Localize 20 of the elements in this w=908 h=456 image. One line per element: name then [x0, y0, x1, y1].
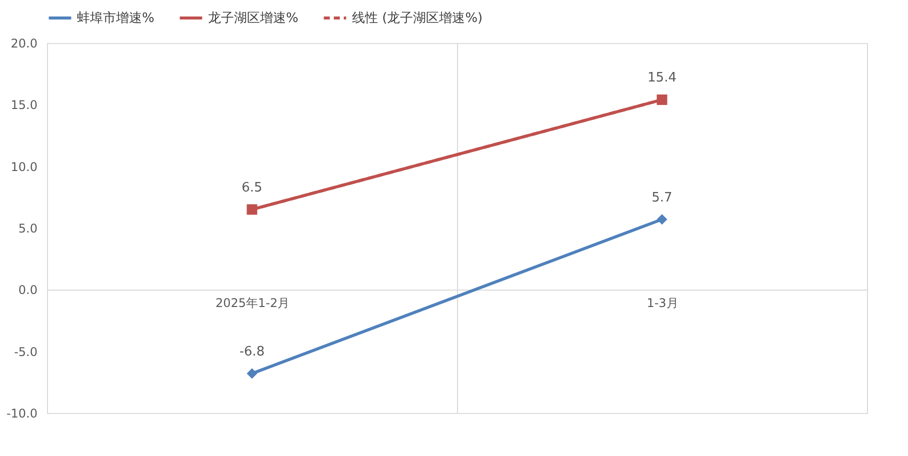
- y-tick-label: -5.0: [14, 344, 38, 359]
- point: [656, 214, 668, 225]
- x-tick-label: 2025年1-2月: [215, 296, 290, 310]
- legend-label: 线性 (龙子湖区增速%): [352, 11, 483, 26]
- point: [656, 94, 668, 105]
- point: [246, 204, 258, 215]
- legend-label: 蚌埠市增速%: [77, 11, 154, 26]
- point: [246, 368, 258, 379]
- x-tick-label: 1-3月: [646, 296, 678, 310]
- y-tick-label: 10.0: [10, 160, 38, 174]
- y-tick-label: 15.0: [10, 98, 38, 112]
- y-tick-label: 0.0: [18, 283, 38, 298]
- data-label: 6.5: [242, 180, 262, 196]
- y-tick-label: 5.0: [18, 222, 38, 236]
- legend-label: 龙子湖区增速%: [208, 11, 298, 26]
- data-label: -6.8: [239, 344, 265, 360]
- data-label: 15.4: [648, 70, 676, 86]
- data-label: 5.7: [652, 190, 672, 206]
- y-tick-label: 20.0: [10, 36, 38, 50]
- y-tick-label: -10.0: [6, 406, 38, 420]
